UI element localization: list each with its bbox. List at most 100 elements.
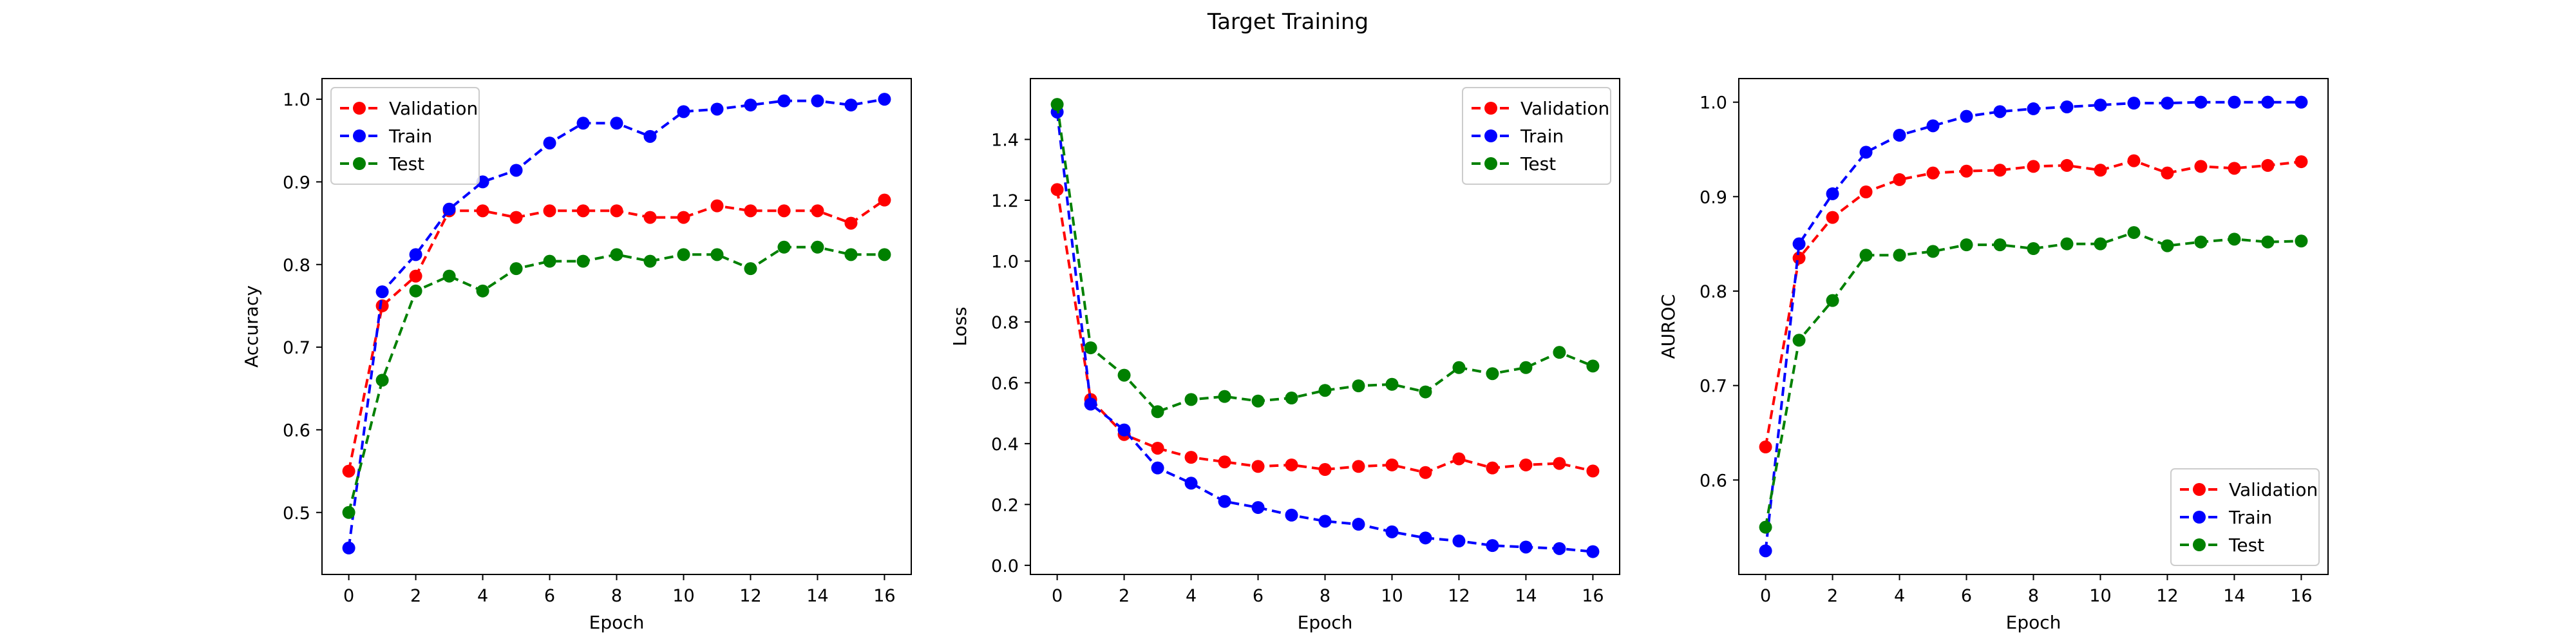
data-point-test	[1993, 238, 2007, 252]
legend-entry-train: Train	[1520, 126, 1564, 147]
data-point-validation	[1184, 451, 1198, 464]
data-point-train	[342, 541, 355, 554]
data-point-test	[1792, 334, 1806, 347]
legend-swatch-marker	[2193, 511, 2206, 524]
data-point-test	[375, 374, 389, 387]
data-point-test	[342, 506, 355, 519]
data-point-validation	[1251, 460, 1265, 473]
y-tick-label: 0.5	[283, 504, 310, 524]
data-point-train	[2228, 95, 2241, 109]
x-tick-label: 12	[739, 586, 761, 606]
data-point-train	[1792, 237, 1806, 251]
data-point-test	[677, 248, 690, 261]
legend-swatch-marker	[353, 102, 366, 115]
data-point-test	[1184, 393, 1198, 406]
data-point-validation	[1318, 463, 1332, 477]
legend-swatch-marker	[1484, 129, 1497, 142]
data-point-train	[1218, 495, 1231, 508]
data-point-validation	[2094, 164, 2107, 177]
data-point-validation	[1759, 440, 1772, 453]
y-tick-label: 0.7	[283, 338, 310, 358]
legend-swatch-marker	[2193, 538, 2206, 551]
x-tick-label: 0	[1760, 586, 1771, 606]
x-tick-label: 4	[1186, 586, 1197, 606]
data-point-train	[1553, 542, 1566, 555]
legend-swatch-marker	[1484, 102, 1497, 115]
data-point-train	[543, 137, 556, 150]
x-tick-label: 8	[1320, 586, 1331, 606]
data-point-test	[1318, 384, 1332, 397]
data-point-test	[2228, 232, 2241, 246]
data-point-test	[509, 262, 523, 276]
y-tick-label: 1.0	[991, 252, 1019, 272]
data-point-train	[610, 117, 623, 130]
data-point-validation	[375, 299, 389, 312]
series-line-test	[347, 245, 885, 513]
data-point-validation	[1419, 466, 1432, 479]
data-point-train	[811, 94, 824, 108]
x-tick-label: 6	[544, 586, 555, 606]
x-tick-label: 2	[1119, 586, 1130, 606]
data-point-test	[610, 248, 623, 261]
legend-entry-validation: Validation	[389, 98, 478, 119]
x-tick-label: 16	[2290, 586, 2312, 606]
data-point-train	[409, 248, 422, 261]
data-point-train	[844, 99, 858, 112]
legend: Validation Train Test	[330, 87, 480, 185]
data-point-train	[1759, 544, 1772, 558]
data-point-validation	[2060, 158, 2074, 172]
x-tick-label: 10	[1381, 586, 1403, 606]
legend-entry-validation: Validation	[1520, 98, 1609, 119]
data-point-validation	[844, 216, 858, 230]
legend-swatch-marker	[353, 129, 366, 142]
data-point-train	[1117, 423, 1131, 437]
data-point-validation	[1792, 251, 1806, 265]
x-axis-label: Epoch	[589, 612, 645, 633]
data-point-train	[677, 105, 690, 118]
data-point-train	[375, 285, 389, 299]
legend: Validation Train Test	[1462, 87, 1611, 185]
data-point-train	[1586, 545, 1600, 558]
data-point-test	[409, 284, 422, 298]
data-point-test	[1486, 367, 1499, 381]
legend-swatch-marker	[1484, 157, 1497, 170]
y-tick-label: 0.6	[283, 421, 310, 440]
data-point-test	[1452, 361, 1466, 374]
data-point-test	[1117, 368, 1131, 382]
data-point-test	[1084, 341, 1097, 355]
data-point-validation	[2161, 166, 2174, 180]
data-point-validation	[1486, 461, 1499, 475]
data-point-validation	[476, 204, 489, 218]
y-tick-label: 0.9	[283, 173, 310, 193]
data-point-train	[2094, 99, 2107, 112]
data-point-test	[744, 262, 757, 276]
data-point-test	[777, 240, 791, 254]
x-tick-label: 10	[2089, 586, 2111, 606]
data-point-test	[1859, 249, 1873, 262]
data-point-validation	[1960, 164, 1973, 178]
data-point-validation	[1893, 173, 1906, 186]
x-tick-label: 6	[1253, 586, 1264, 606]
y-axis-label: Loss	[949, 307, 971, 346]
data-point-train	[1893, 129, 1906, 142]
x-axis-label: Epoch	[1298, 612, 1353, 633]
data-point-test	[1151, 405, 1164, 419]
x-tick-label: 14	[806, 586, 828, 606]
data-point-test	[1759, 520, 1772, 534]
data-point-validation	[2228, 162, 2241, 175]
data-point-validation	[342, 464, 355, 478]
data-point-train	[2194, 95, 2208, 109]
y-tick-label: 1.2	[991, 191, 1019, 211]
data-point-test	[2127, 226, 2141, 240]
data-point-train	[576, 117, 590, 130]
data-point-validation	[1553, 457, 1566, 470]
data-point-validation	[1285, 458, 1298, 471]
x-tick-label: 12	[2156, 586, 2178, 606]
series-line-train	[1056, 111, 1593, 553]
data-point-validation	[1586, 464, 1600, 478]
x-tick-label: 10	[672, 586, 694, 606]
data-point-test	[1553, 346, 1566, 359]
data-point-test	[2295, 234, 2308, 248]
y-tick-label: 1.4	[991, 130, 1019, 150]
data-point-test	[643, 254, 657, 268]
